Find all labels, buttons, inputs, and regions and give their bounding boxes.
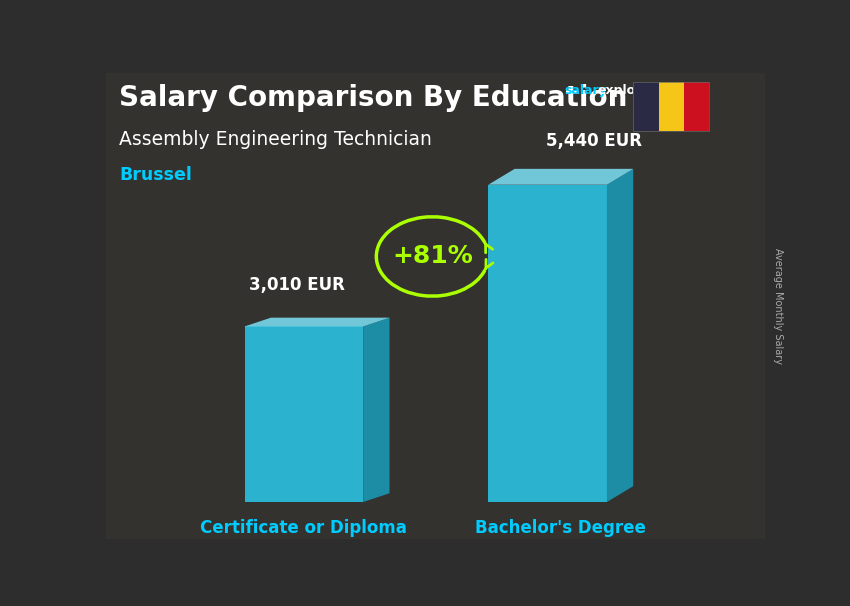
FancyBboxPatch shape xyxy=(659,82,683,131)
Text: Brussel: Brussel xyxy=(119,166,192,184)
Text: explorer.com: explorer.com xyxy=(597,84,688,98)
Polygon shape xyxy=(245,327,363,502)
Polygon shape xyxy=(488,169,633,185)
Text: Salary Comparison By Education: Salary Comparison By Education xyxy=(119,84,628,112)
Polygon shape xyxy=(607,169,633,502)
Polygon shape xyxy=(363,318,389,502)
Polygon shape xyxy=(245,318,389,327)
Polygon shape xyxy=(488,185,607,502)
Text: 5,440 EUR: 5,440 EUR xyxy=(546,132,642,150)
FancyBboxPatch shape xyxy=(683,82,709,131)
Text: Bachelor's Degree: Bachelor's Degree xyxy=(475,519,646,537)
Text: 3,010 EUR: 3,010 EUR xyxy=(249,276,345,295)
FancyBboxPatch shape xyxy=(106,73,765,539)
Text: Average Monthly Salary: Average Monthly Salary xyxy=(773,248,783,364)
Text: salary: salary xyxy=(564,84,607,98)
Text: Assembly Engineering Technician: Assembly Engineering Technician xyxy=(119,130,433,148)
Text: Certificate or Diploma: Certificate or Diploma xyxy=(201,519,407,537)
FancyBboxPatch shape xyxy=(633,82,659,131)
Text: +81%: +81% xyxy=(392,244,473,268)
